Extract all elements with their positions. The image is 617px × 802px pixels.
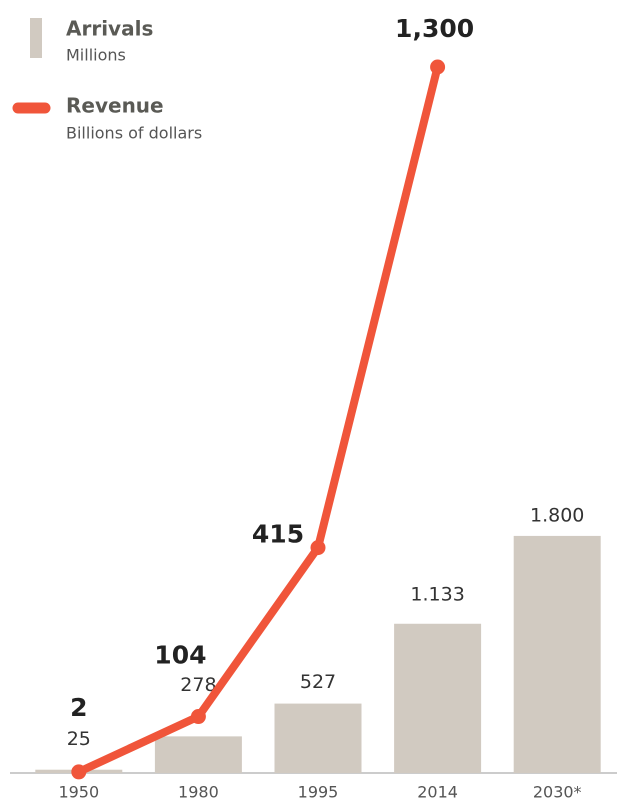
bar-value-label: 1.800 [530,504,584,526]
revenue-value-label: 415 [252,520,304,549]
revenue-value-label: 104 [154,641,206,670]
legend-label: Arrivals [66,17,153,41]
legend-unit: Millions [66,46,126,65]
revenue-value-label: 1,300 [395,14,474,43]
revenue-point [71,764,87,780]
x-tick-label: 1950 [58,783,99,802]
x-tick-label: 2030* [533,783,582,802]
x-tick-label: 1980 [178,783,219,802]
legend-unit: Billions of dollars [66,124,202,143]
x-tick-label: 2014 [417,783,458,802]
bar-value-label: 527 [300,671,336,693]
bar [274,703,362,773]
x-tick-label: 1995 [298,783,339,802]
bar-value-label: 1.133 [410,583,464,605]
bar-value-label: 278 [180,674,216,696]
bar [513,535,601,773]
bar-value-label: 25 [67,728,91,750]
revenue-line [77,66,442,776]
legend-bar-swatch [30,18,42,58]
revenue-point [430,59,446,75]
legend-label: Revenue [66,94,164,118]
bar [394,623,482,773]
revenue-point [310,540,326,556]
revenue-value-label: 2 [70,693,87,722]
revenue-point [190,709,206,725]
bar [154,736,242,773]
